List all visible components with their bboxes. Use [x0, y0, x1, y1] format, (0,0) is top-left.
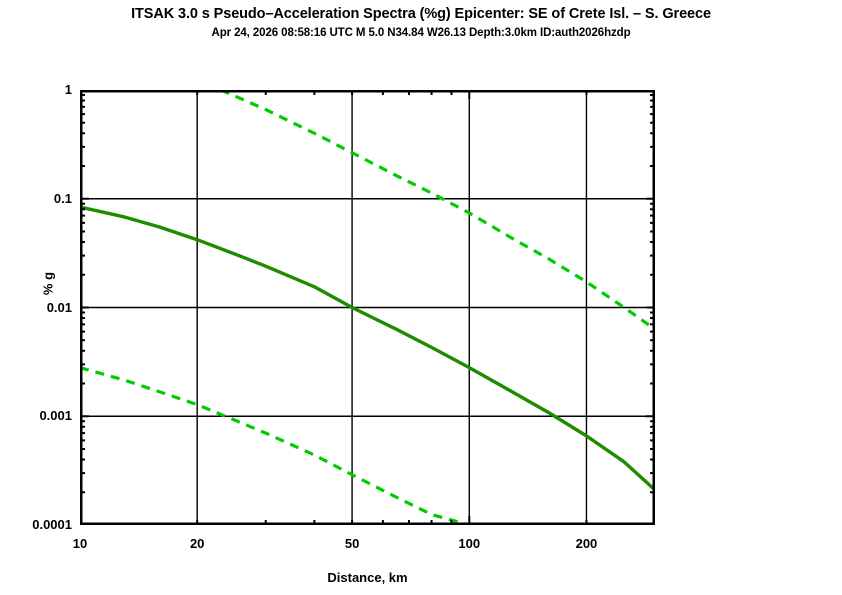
- chart-subtitle: Apr 24, 2026 08:58:16 UTC M 5.0 N34.84 W…: [211, 27, 631, 39]
- chart-canvas: [80, 90, 655, 525]
- x-tick-label: 50: [344, 536, 360, 551]
- plot-area: 1 0.1 0.01 0.001 0.0001 10 20 50 100 200 % g Dis…: [32, 83, 655, 585]
- data-series-layer: [80, 90, 655, 525]
- y-axis-label: % g: [40, 271, 56, 296]
- series-line-0: [80, 205, 655, 492]
- x-tick-label: 20: [189, 536, 205, 551]
- y-tick-label: 0.01: [46, 299, 72, 315]
- x-tick-label: 10: [72, 536, 88, 551]
- series-line-2: [80, 366, 470, 525]
- y-tick-label: 1: [64, 82, 72, 97]
- y-tick-label: 0.1: [53, 190, 72, 206]
- x-tick-label: 100: [458, 536, 481, 551]
- y-tick-label: 0.001: [39, 408, 72, 424]
- x-axis-label: Distance, km: [327, 570, 408, 585]
- x-tick-label: 200: [575, 536, 598, 551]
- chart-title: ITSAK 3.0 s Pseudo–Acceleration Spectra …: [131, 6, 711, 22]
- y-tick-label: 0.0001: [32, 517, 72, 532]
- series-line-1: [220, 90, 655, 331]
